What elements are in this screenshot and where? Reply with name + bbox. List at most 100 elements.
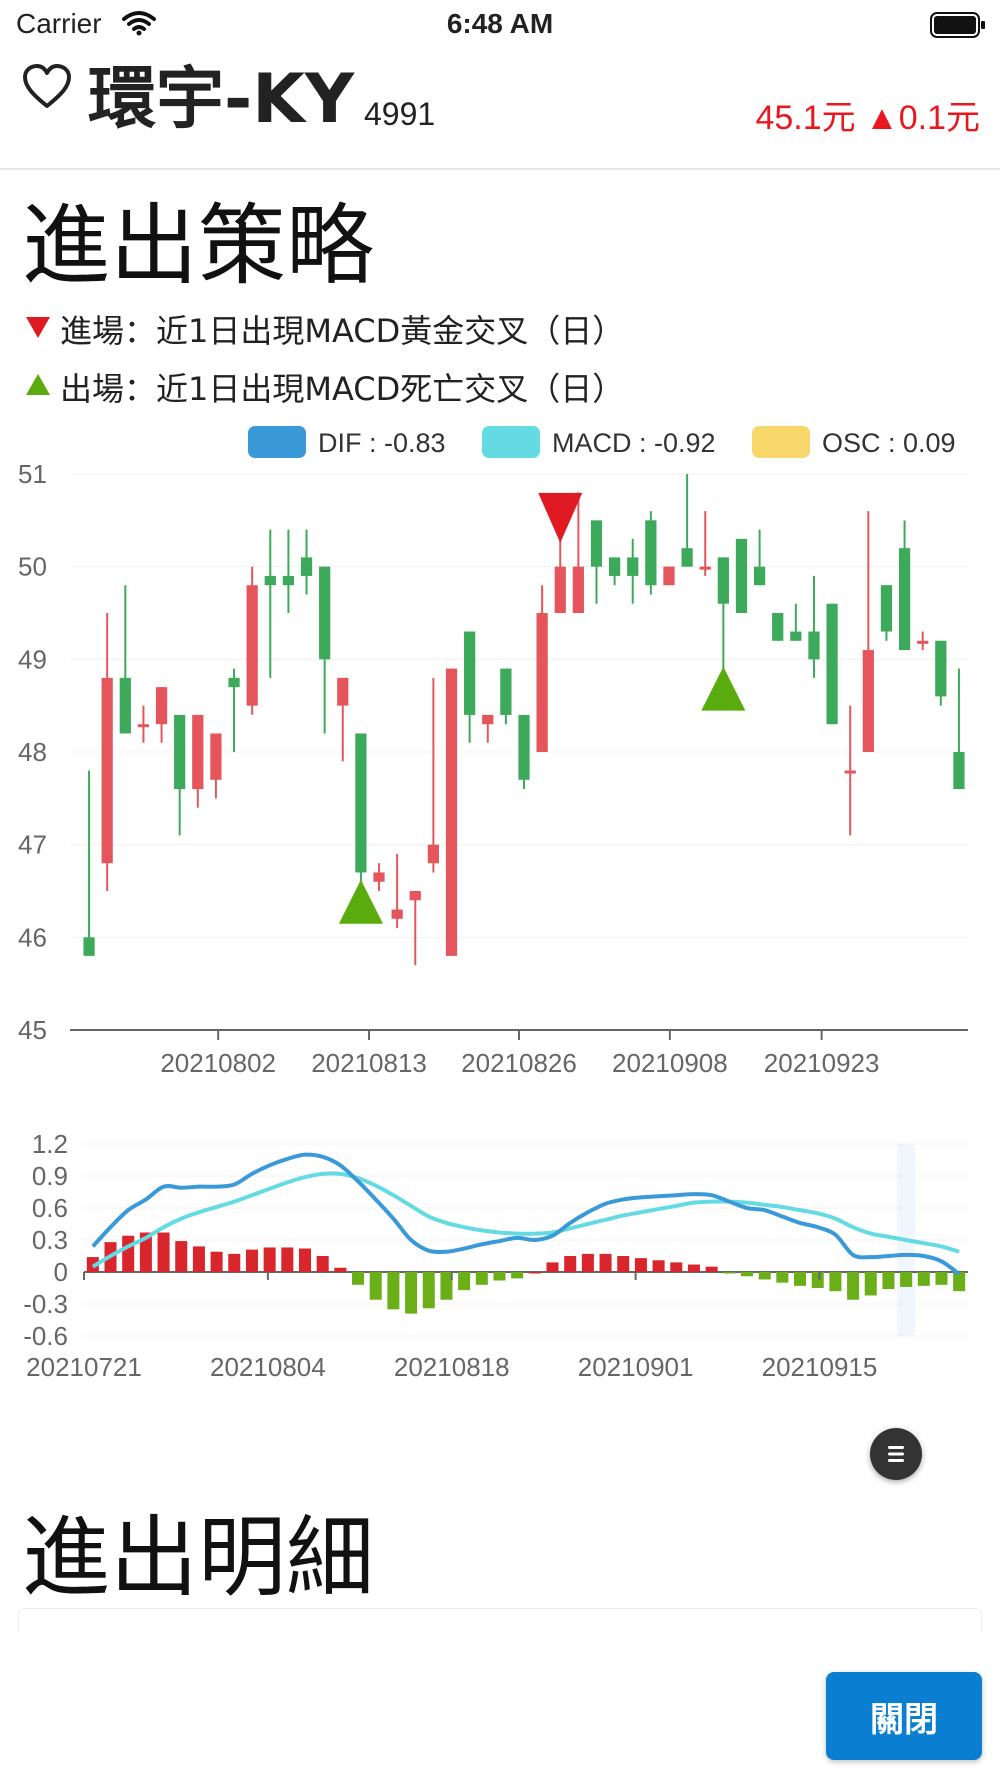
entry-rule: 進場：近1日出現MACD黃金交叉（日） (24, 306, 624, 352)
candle (572, 492, 584, 613)
macd-line (91, 1171, 960, 1269)
kline-y-tick: 49 (18, 644, 47, 674)
osc-bar (157, 1232, 170, 1272)
entry-signal-marker (538, 492, 583, 543)
candle-body (808, 631, 820, 660)
macd-x-tick: 20210721 (26, 1352, 142, 1382)
candle (844, 705, 856, 836)
osc-bar (953, 1272, 966, 1292)
legend-swatch-macd (482, 426, 540, 458)
candle (246, 566, 258, 715)
osc-bar (528, 1272, 541, 1274)
candle (681, 474, 693, 567)
close-button[interactable]: 關閉 (826, 1672, 982, 1760)
candle (464, 631, 476, 743)
osc-bar (829, 1272, 842, 1292)
stock-code: 4991 (364, 96, 436, 132)
candle (482, 714, 494, 743)
candle-body (663, 566, 675, 586)
candle (409, 891, 421, 966)
candle-body (246, 585, 258, 706)
chart-menu-button[interactable] (870, 1428, 922, 1480)
exit-signal-marker (701, 666, 746, 711)
candle (772, 613, 784, 641)
candle (735, 538, 748, 613)
osc-bar (847, 1272, 860, 1300)
osc-bar (652, 1260, 665, 1272)
candle-body (953, 752, 965, 790)
candle-body (500, 668, 512, 715)
osc-bar (210, 1251, 223, 1272)
osc-bar (387, 1272, 400, 1310)
osc-bar (493, 1272, 506, 1281)
chart-canvas[interactable]: DIF : -0.83 MACD : -0.92 OSC : 0.09 45 46 47… (0, 410, 1000, 1390)
legend-swatch-osc (752, 426, 810, 458)
kline-y-tick: 45 (18, 1015, 47, 1045)
candle-body (753, 566, 766, 586)
osc-bar (422, 1272, 435, 1309)
osc-bar (281, 1247, 294, 1272)
candle (898, 520, 911, 651)
candle-body (482, 714, 494, 725)
osc-bar (935, 1272, 948, 1285)
candle-body (735, 538, 748, 613)
stock-header: 環宇-KY 4991 45.1元 ▲0.1元 (0, 52, 1000, 170)
price-value: 45.1元 (755, 99, 856, 137)
candle-body (536, 613, 548, 752)
osc-bar (617, 1256, 630, 1272)
candle-body (119, 677, 131, 734)
osc-bar (405, 1272, 418, 1314)
candle (608, 557, 621, 586)
macd-x-tick: 20210804 (210, 1352, 326, 1382)
macd-y-tick: 0 (54, 1257, 68, 1287)
legend-label-dif: DIF : -0.83 (318, 428, 446, 458)
legend-label-macd: MACD : -0.92 (552, 428, 716, 458)
osc-bar (723, 1272, 736, 1274)
kline-x-tick: 20210908 (612, 1048, 728, 1078)
candle (391, 853, 403, 929)
candle (119, 585, 131, 734)
osc-bar (316, 1256, 329, 1272)
stock-name: 環宇-KY (88, 60, 355, 139)
candle-body (228, 677, 240, 688)
candle-body (264, 575, 276, 586)
osc-bar (475, 1272, 488, 1285)
osc-bar (546, 1262, 559, 1272)
macd-y-tick: 1.2 (32, 1129, 68, 1159)
favorite-heart-icon[interactable] (22, 64, 72, 114)
osc-bar (298, 1248, 312, 1272)
dif-line (91, 1152, 961, 1276)
candle (210, 733, 222, 799)
candle-body (83, 937, 95, 956)
candle (699, 511, 711, 576)
status-bar: Carrier 6:48 AM (0, 0, 1000, 50)
kline-x-tick: 20210813 (311, 1048, 427, 1078)
candle-body (409, 891, 421, 901)
candle (319, 566, 331, 734)
macd-y-tick: 0.6 (32, 1193, 68, 1223)
candle-body (772, 613, 784, 641)
candle (590, 520, 603, 604)
entry-rule-text: 進場：近1日出現MACD黃金交叉（日） (60, 312, 625, 350)
candle-body (319, 566, 331, 660)
candle (753, 529, 766, 586)
candle-body (174, 714, 186, 790)
candlestick-chart: 45 46 47 48 49 50 51 20210802 20210813 20210826 20… (18, 459, 968, 1078)
candle (192, 714, 204, 808)
candle-body (391, 909, 403, 919)
kline-y-tick: 48 (18, 737, 47, 767)
candle (717, 557, 729, 669)
candle-body (337, 677, 349, 706)
osc-bar (740, 1272, 754, 1277)
candle-body (826, 603, 838, 725)
candle (174, 714, 186, 836)
candle (953, 668, 965, 790)
osc-bar (687, 1264, 700, 1272)
candle (101, 613, 113, 891)
osc-bar (794, 1272, 807, 1286)
kline-y-tick: 50 (18, 552, 47, 582)
candle (228, 668, 240, 752)
candle (373, 863, 385, 891)
osc-bar (776, 1272, 789, 1283)
kline-y-tick: 51 (18, 459, 47, 489)
